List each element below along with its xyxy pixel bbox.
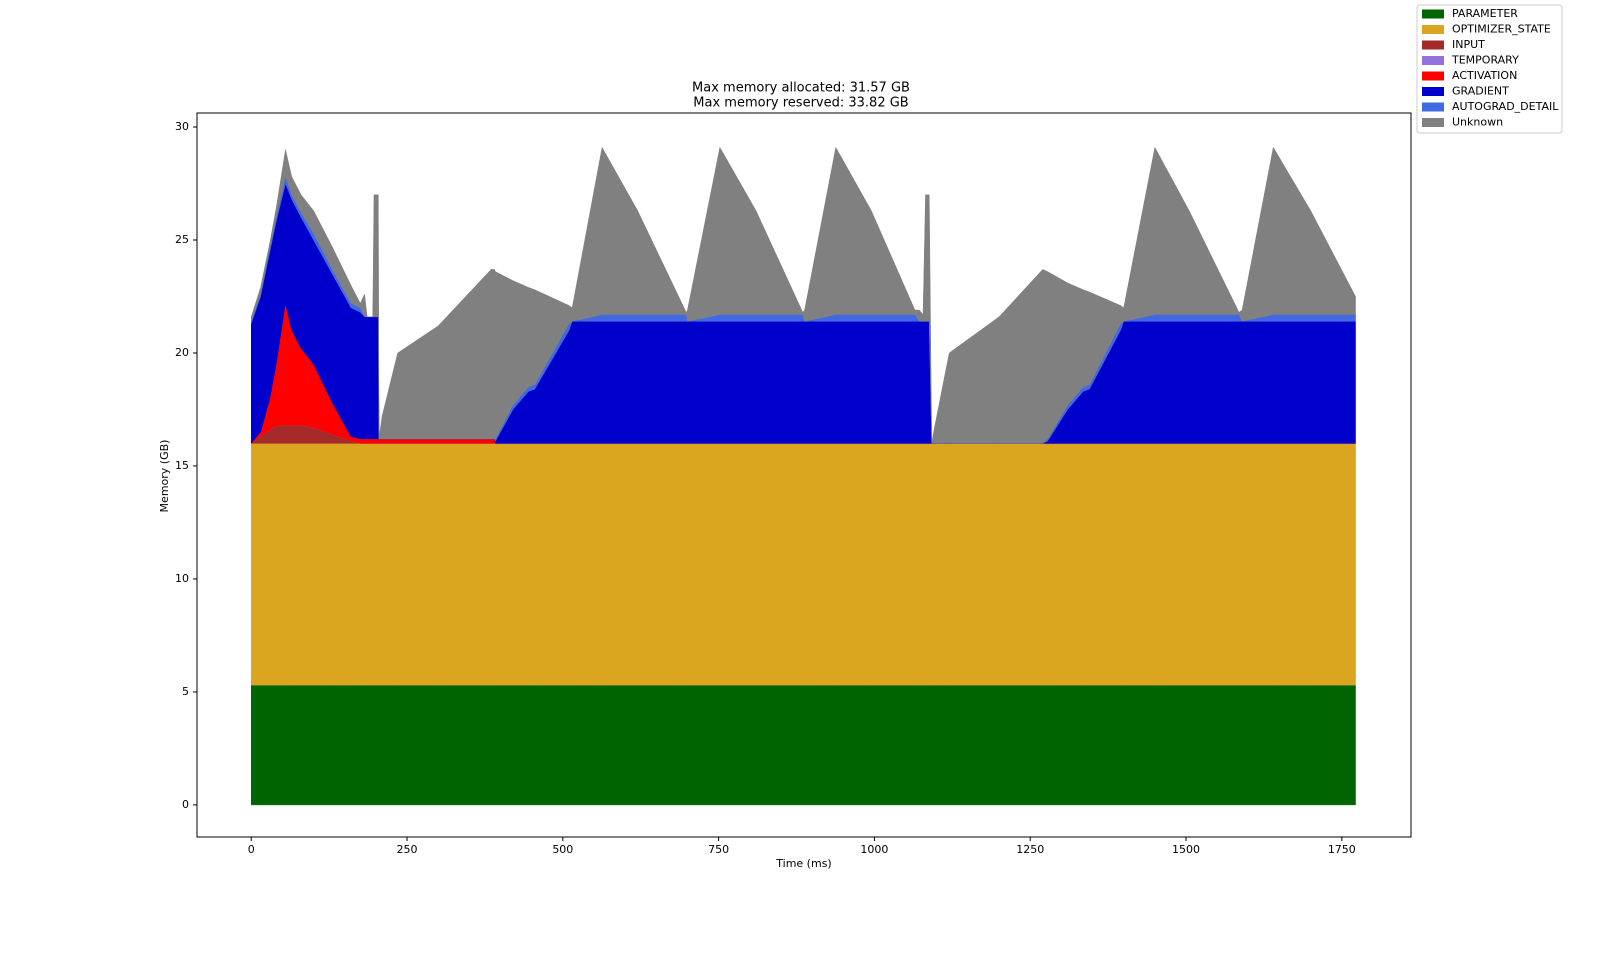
x-tick-label: 1000 bbox=[860, 843, 888, 856]
x-tick-label: 1500 bbox=[1172, 843, 1200, 856]
legend: PARAMETER OPTIMIZER_STATE INPUT TEMPORARY AC… bbox=[1416, 4, 1563, 134]
y-tick-label: 10 bbox=[175, 572, 189, 585]
legend-swatch bbox=[1422, 71, 1444, 81]
x-tick-label: 500 bbox=[552, 843, 573, 856]
legend-box bbox=[1416, 4, 1563, 134]
legend-label: OPTIMIZER_STATE bbox=[1452, 23, 1551, 36]
y-tick-label: 25 bbox=[175, 233, 189, 246]
x-tick-label: 0 bbox=[248, 843, 255, 856]
y-tick-label: 20 bbox=[175, 346, 189, 359]
legend-swatch bbox=[1422, 118, 1444, 127]
legend-swatch bbox=[1422, 87, 1444, 96]
chart-title: Max memory allocated: 31.57 GB bbox=[692, 81, 910, 96]
y-tick-label: 15 bbox=[175, 459, 189, 472]
legend-label: GRADIENT bbox=[1452, 85, 1509, 98]
area bbox=[250, 146, 1356, 444]
y-tick-label: 30 bbox=[175, 120, 189, 133]
area bbox=[250, 684, 1356, 806]
plot-frame bbox=[196, 112, 1412, 838]
y-tick-label: 5 bbox=[182, 685, 189, 698]
x-tick-label: 1750 bbox=[1328, 843, 1356, 856]
legend-label: ACTIVATION bbox=[1452, 69, 1517, 82]
legend-label: Unknown bbox=[1452, 116, 1503, 129]
legend-label: AUTOGRAD_DETAIL bbox=[1452, 100, 1559, 113]
legend-label: INPUT bbox=[1452, 38, 1485, 51]
legend-swatch bbox=[1422, 102, 1444, 112]
y-tick-label: 0 bbox=[182, 798, 189, 811]
x-tick-label: 750 bbox=[708, 843, 729, 856]
y-axis-label: Memory (GB) bbox=[158, 440, 171, 513]
legend-label: TEMPORARY bbox=[1451, 54, 1519, 67]
legend-label: PARAMETER bbox=[1452, 7, 1518, 20]
x-tick-label: 250 bbox=[397, 843, 418, 856]
legend-swatch bbox=[1422, 25, 1444, 34]
area bbox=[250, 443, 1356, 686]
legend-swatch bbox=[1422, 56, 1444, 65]
legend-swatch bbox=[1422, 9, 1444, 19]
legend-swatch bbox=[1422, 40, 1444, 50]
chart-title: Max memory reserved: 33.82 GB bbox=[693, 96, 908, 111]
x-axis-label: Time (ms) bbox=[775, 857, 831, 870]
x-tick-label: 1250 bbox=[1016, 843, 1044, 856]
